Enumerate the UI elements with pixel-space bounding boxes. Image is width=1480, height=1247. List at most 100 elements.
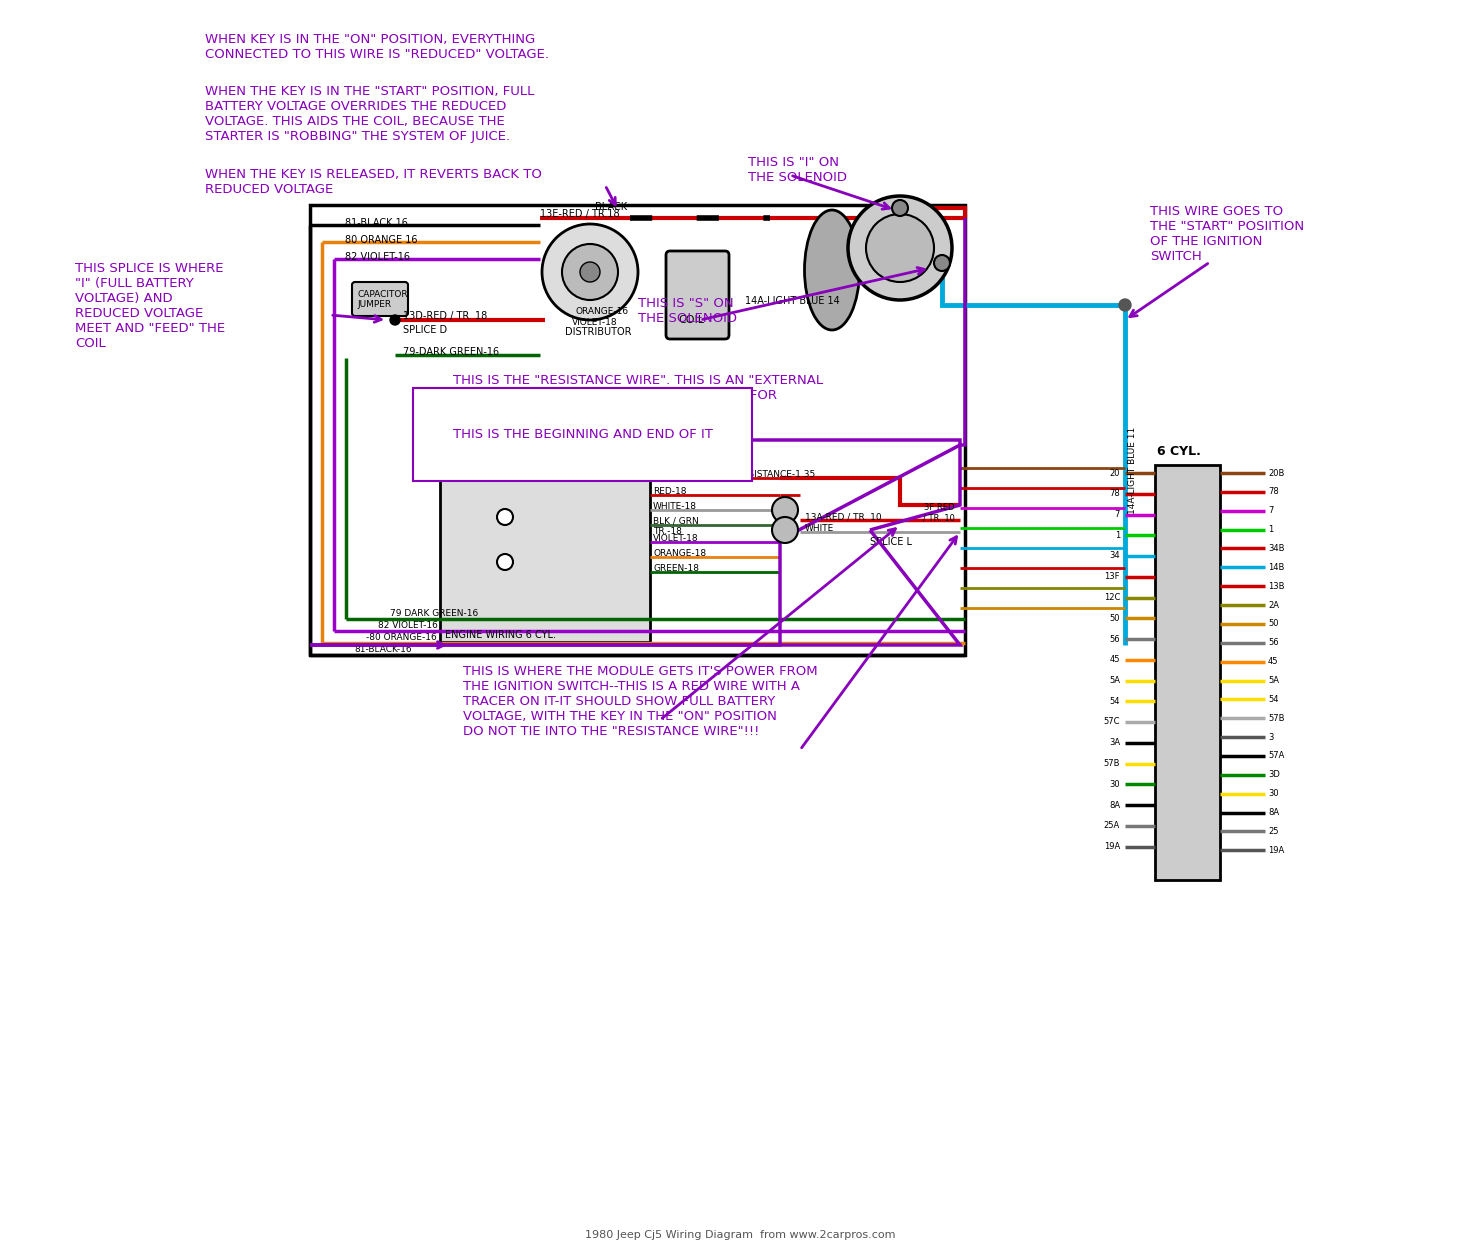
Text: 14A-LIGHT BLUE 14: 14A-LIGHT BLUE 14 <box>744 296 839 306</box>
Text: 5A: 5A <box>1109 676 1120 685</box>
Text: 56: 56 <box>1110 635 1120 643</box>
Text: CAPACITOR
JUMPER: CAPACITOR JUMPER <box>357 291 407 309</box>
Text: 13E-RED / TR.18: 13E-RED / TR.18 <box>540 209 620 219</box>
Circle shape <box>934 254 950 271</box>
Text: 79 DARK GREEN-16: 79 DARK GREEN-16 <box>391 609 478 619</box>
Text: COIL: COIL <box>678 315 704 325</box>
Text: 34: 34 <box>1110 551 1120 560</box>
Circle shape <box>773 518 798 542</box>
Text: WHITE: WHITE <box>805 524 835 532</box>
Circle shape <box>1119 299 1131 311</box>
Text: GREEN-18: GREEN-18 <box>653 564 699 574</box>
Text: 6 CYL.: 6 CYL. <box>1157 445 1200 458</box>
Text: ORANGE-16: ORANGE-16 <box>576 307 628 315</box>
Text: 34B: 34B <box>1268 544 1285 552</box>
Bar <box>1154 465 1220 880</box>
Circle shape <box>580 262 599 282</box>
Text: 81-BLACK 16: 81-BLACK 16 <box>345 218 408 228</box>
Circle shape <box>866 214 934 282</box>
Circle shape <box>497 554 514 570</box>
FancyBboxPatch shape <box>352 282 408 315</box>
Text: MODULE ASS'Y, IGNITION: MODULE ASS'Y, IGNITION <box>445 473 576 483</box>
Text: THIS IS WHERE THE MODULE GETS IT'S POWER FROM
THE IGNITION SWITCH--THIS IS A RED: THIS IS WHERE THE MODULE GETS IT'S POWER… <box>463 665 817 738</box>
Text: 13A-RED / TR. 10: 13A-RED / TR. 10 <box>805 513 882 521</box>
Text: 54: 54 <box>1110 697 1120 706</box>
Circle shape <box>892 200 909 216</box>
Text: 30: 30 <box>1268 789 1279 798</box>
Text: 79-DARK GREEN-16: 79-DARK GREEN-16 <box>403 347 499 357</box>
Bar <box>440 466 650 642</box>
Circle shape <box>848 196 952 301</box>
Text: 19A: 19A <box>1104 842 1120 850</box>
Text: THIS SPLICE IS WHERE
"I" (FULL BATTERY
VOLTAGE) AND
REDUCED VOLTAGE
MEET AND "FE: THIS SPLICE IS WHERE "I" (FULL BATTERY V… <box>75 262 225 350</box>
Circle shape <box>562 244 619 301</box>
Circle shape <box>497 509 514 525</box>
Text: 20: 20 <box>1110 469 1120 478</box>
Circle shape <box>773 498 798 522</box>
Text: 82 VIOLET-16: 82 VIOLET-16 <box>377 621 438 630</box>
Text: 2A: 2A <box>1268 601 1279 610</box>
Text: 8A: 8A <box>1109 801 1120 809</box>
Text: 3A: 3A <box>1109 738 1120 747</box>
Text: 3F RED
/ TR. 10: 3F RED / TR. 10 <box>924 503 955 522</box>
Text: THIS WIRE GOES TO
THE "START" POSIITION
OF THE IGNITION
SWITCH: THIS WIRE GOES TO THE "START" POSIITION … <box>1150 205 1304 263</box>
Circle shape <box>542 224 638 320</box>
Text: 50: 50 <box>1110 614 1120 622</box>
FancyBboxPatch shape <box>666 251 730 339</box>
Text: VIOLET-18: VIOLET-18 <box>571 318 617 327</box>
Text: 13B-RED / TR.-20 (RESISTANCE-1.35: 13B-RED / TR.-20 (RESISTANCE-1.35 <box>653 470 815 479</box>
Text: DISTRIBUTOR: DISTRIBUTOR <box>565 327 632 337</box>
Text: 57B: 57B <box>1268 713 1285 723</box>
Text: 13D-RED / TR. 18: 13D-RED / TR. 18 <box>403 311 487 320</box>
Text: VIOLET-18: VIOLET-18 <box>653 534 699 542</box>
Text: ENGINE WIRING 6 CYL.: ENGINE WIRING 6 CYL. <box>445 630 556 640</box>
Text: 14B: 14B <box>1268 562 1285 572</box>
Text: 57B: 57B <box>1104 759 1120 768</box>
Text: 5A: 5A <box>1268 676 1279 685</box>
Text: SPLICE L: SPLICE L <box>870 537 912 547</box>
Text: 78: 78 <box>1268 488 1279 496</box>
Text: 57A: 57A <box>1268 752 1285 761</box>
Text: THIS IS THE BEGINNING AND END OF IT: THIS IS THE BEGINNING AND END OF IT <box>453 428 713 441</box>
Text: 80 ORANGE 16: 80 ORANGE 16 <box>345 234 417 244</box>
Text: 1: 1 <box>1114 531 1120 540</box>
Text: 25: 25 <box>1268 827 1279 835</box>
Text: -80 ORANGE-16: -80 ORANGE-16 <box>366 633 437 642</box>
Text: SPLICE D: SPLICE D <box>403 325 447 335</box>
Text: 50: 50 <box>1268 620 1279 628</box>
Text: 12C: 12C <box>1104 594 1120 602</box>
Text: THIS IS "I" ON
THE SOLENOID: THIS IS "I" ON THE SOLENOID <box>747 156 847 185</box>
Text: 1: 1 <box>1268 525 1273 534</box>
Text: 57C: 57C <box>1104 717 1120 727</box>
Text: ORANGE-18: ORANGE-18 <box>653 549 706 557</box>
Text: WHITE-18: WHITE-18 <box>653 503 697 511</box>
Text: BLACK: BLACK <box>595 202 628 212</box>
Text: 8A: 8A <box>1268 808 1279 817</box>
Ellipse shape <box>805 209 860 330</box>
Text: 3: 3 <box>1268 732 1273 742</box>
Text: 7: 7 <box>1114 510 1120 519</box>
Text: 54: 54 <box>1268 695 1279 703</box>
Text: WHEN THE KEY IS IN THE "START" POSITION, FULL
BATTERY VOLTAGE OVERRIDES THE REDU: WHEN THE KEY IS IN THE "START" POSITION,… <box>206 85 534 143</box>
Text: THIS IS THE BEGINNING AND END OF IT: THIS IS THE BEGINNING AND END OF IT <box>453 428 713 441</box>
Text: 20B: 20B <box>1268 469 1285 478</box>
Text: 82 VIOLET-16: 82 VIOLET-16 <box>345 252 410 262</box>
Circle shape <box>391 315 400 325</box>
Text: 30: 30 <box>1110 779 1120 789</box>
Bar <box>309 205 965 655</box>
Text: 14A-LIGHT BLUE 11: 14A-LIGHT BLUE 11 <box>1128 426 1137 514</box>
Text: WHEN THE KEY IS RELEASED, IT REVERTS BACK TO
REDUCED VOLTAGE: WHEN THE KEY IS RELEASED, IT REVERTS BAC… <box>206 168 542 196</box>
Text: 45: 45 <box>1268 657 1279 666</box>
Text: 3D: 3D <box>1268 771 1280 779</box>
Text: WHEN KEY IS IN THE "ON" POSITION, EVERYTHING
CONNECTED TO THIS WIRE IS "REDUCED": WHEN KEY IS IN THE "ON" POSITION, EVERYT… <box>206 32 549 61</box>
Text: BLK / GRN
TR.-18: BLK / GRN TR.-18 <box>653 518 699 536</box>
Text: THIS IS THE "RESISTANCE WIRE". THIS IS AN "EXTERNAL
RESISTOR"---THIS IS WHY YOU : THIS IS THE "RESISTANCE WIRE". THIS IS A… <box>453 374 823 416</box>
Text: 25A: 25A <box>1104 822 1120 831</box>
Text: RED-18: RED-18 <box>653 488 687 496</box>
Text: 78: 78 <box>1109 489 1120 499</box>
Text: 19A: 19A <box>1268 845 1285 854</box>
Text: 13F: 13F <box>1104 572 1120 581</box>
Text: 13B: 13B <box>1268 581 1285 591</box>
Text: 81-BLACK-16: 81-BLACK-16 <box>354 645 411 653</box>
Text: THIS IS "S" ON
THE SOLENOID: THIS IS "S" ON THE SOLENOID <box>638 297 737 325</box>
